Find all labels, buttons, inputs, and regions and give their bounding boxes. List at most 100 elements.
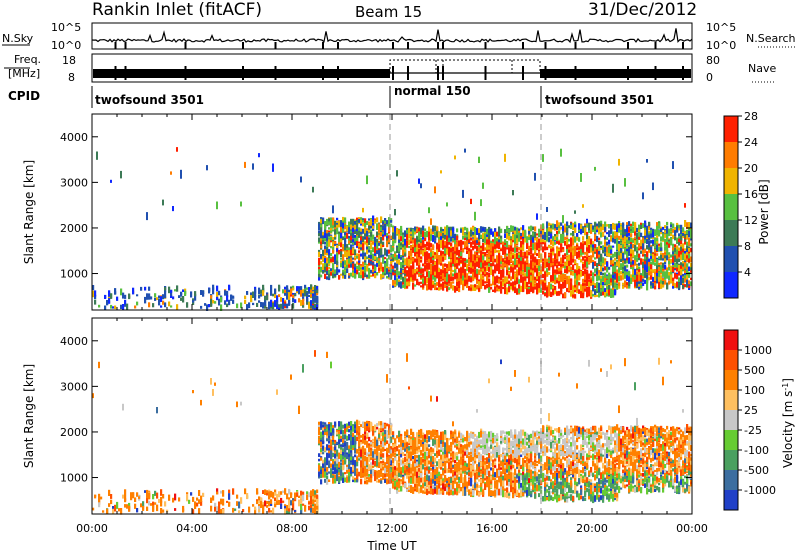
power-echo — [636, 275, 638, 282]
power-echo — [670, 266, 672, 272]
power-echo — [488, 259, 490, 262]
power-echo — [382, 267, 384, 273]
power-echo — [686, 230, 688, 234]
power-echo — [680, 230, 682, 234]
power-echo — [666, 237, 668, 242]
power-echo — [378, 229, 380, 233]
power-echo — [488, 233, 490, 240]
power-echo — [400, 232, 402, 236]
power-echo — [292, 295, 294, 298]
power-echo — [536, 259, 538, 265]
power-echo — [548, 265, 550, 270]
power-echo — [404, 239, 406, 246]
power-echo — [440, 228, 442, 231]
power-echo — [366, 247, 368, 250]
power-echo — [542, 291, 544, 295]
power-echo — [482, 280, 484, 287]
power-echo — [412, 269, 414, 274]
power-echo — [392, 254, 394, 258]
power-echo — [334, 221, 336, 226]
power-echo — [364, 260, 366, 262]
power-echo — [618, 251, 620, 255]
power-echo — [550, 234, 552, 239]
power-echo — [642, 279, 644, 282]
power-echo — [632, 239, 634, 243]
power-echo — [474, 284, 476, 287]
power-echo — [580, 271, 582, 277]
power-echo — [464, 149, 466, 153]
power-echo — [380, 237, 382, 244]
power-echo — [572, 285, 574, 288]
power-echo — [498, 250, 500, 253]
power-echo — [602, 276, 604, 281]
freq-band-3 — [540, 69, 691, 78]
power-echo — [572, 250, 574, 256]
power-echo — [594, 268, 596, 272]
power-echo — [406, 230, 408, 234]
power-echo — [574, 210, 576, 213]
power-echo — [530, 273, 532, 276]
power-echo — [482, 256, 484, 261]
power-echo — [562, 215, 564, 223]
power-echo — [624, 273, 626, 279]
power-echo — [444, 236, 446, 239]
power-echo — [396, 270, 398, 275]
power-echo — [554, 260, 556, 266]
power-echo — [554, 269, 556, 273]
power-echo — [556, 246, 558, 248]
power-echo — [682, 267, 684, 270]
power-echo — [398, 247, 400, 252]
nsky-bottom-tick: 10^0 — [51, 39, 81, 52]
power-echo — [502, 258, 504, 262]
cpid-mode-2: normal 150 — [394, 84, 471, 98]
power-echo — [556, 265, 558, 268]
power-echo — [146, 212, 148, 220]
power-echo — [556, 248, 558, 253]
power-echo — [644, 257, 646, 260]
power-echo — [360, 232, 362, 235]
power-echo — [258, 288, 260, 294]
power-echo — [602, 232, 604, 237]
power-echo — [184, 291, 186, 296]
power-echo — [520, 227, 522, 230]
power-echo — [416, 271, 418, 274]
power-echo — [526, 260, 528, 263]
power-echo — [594, 263, 596, 266]
power-echo — [108, 290, 110, 297]
power-echo — [480, 246, 482, 248]
power-echo — [602, 263, 604, 267]
power-echo — [654, 283, 656, 286]
power-echo — [456, 263, 458, 269]
power-echo — [612, 232, 614, 239]
power-echo — [668, 281, 670, 285]
power-echo — [368, 238, 370, 245]
power-echo — [424, 262, 426, 264]
power-echo — [410, 237, 412, 241]
power-echo — [652, 231, 654, 237]
power-echo — [646, 251, 648, 255]
power-echo — [582, 227, 584, 231]
power-echo — [630, 238, 632, 242]
power-echo — [606, 286, 608, 290]
power-echo — [270, 285, 272, 291]
power-echo — [496, 243, 498, 248]
power-echo — [598, 241, 600, 245]
power-echo — [210, 301, 212, 307]
power-echo — [464, 227, 466, 231]
power-echo — [434, 226, 436, 232]
power-echo — [452, 228, 454, 231]
power-echo — [442, 238, 444, 240]
power-echo — [200, 306, 202, 309]
power-echo — [512, 265, 514, 268]
power-echo — [396, 280, 398, 286]
power-echo — [516, 260, 518, 265]
power-echo — [498, 262, 500, 265]
power-echo — [604, 292, 606, 296]
power-echo — [648, 277, 650, 281]
power-echo — [354, 267, 356, 273]
power-echo — [176, 304, 178, 310]
freq-gap-11 — [485, 66, 487, 80]
power-echo — [378, 234, 380, 239]
power-echo — [320, 233, 322, 239]
power-echo — [550, 240, 552, 245]
